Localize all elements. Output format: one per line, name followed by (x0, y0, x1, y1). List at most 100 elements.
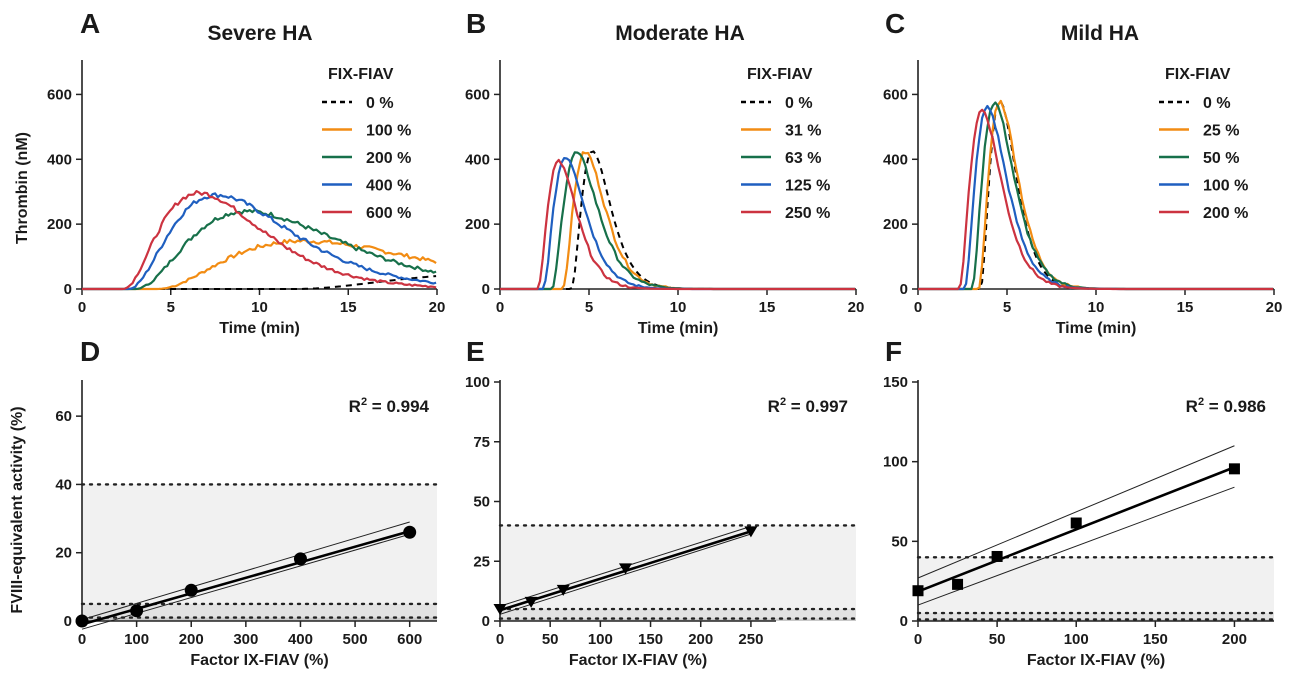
reference-band (500, 525, 856, 610)
panel-title: Severe HA (207, 22, 312, 45)
y-tick-label: 0 (482, 613, 490, 630)
x-tick-label: 200 (688, 631, 713, 648)
legend-label: 200 % (366, 150, 411, 167)
panel-A: A Severe HA 0 200 400 600 0 5 10 15 20 Time (min) FI… (47, 8, 445, 337)
legend-label: 0 % (1203, 95, 1231, 112)
x-tick-label: 5 (1003, 299, 1011, 316)
data-point (75, 614, 89, 628)
x-tick-label: 10 (1088, 299, 1105, 316)
y-tick-label: 50 (473, 494, 490, 511)
x-tick-label: 50 (542, 631, 559, 648)
legend-label: 31 % (785, 123, 821, 140)
y-tick-label: 0 (64, 281, 72, 298)
data-point (618, 563, 632, 575)
panel-letter: D (80, 336, 100, 367)
data-point (556, 584, 570, 596)
y-tick-label: 150 (883, 374, 908, 391)
x-tick-label: 50 (989, 631, 1006, 648)
y-tick-label: 100 (465, 374, 490, 391)
x-tick-label: 20 (848, 299, 865, 316)
data-point (991, 550, 1003, 562)
y-tick-label: 600 (465, 86, 490, 103)
legend-label: 50 % (1203, 150, 1239, 167)
r-squared-annotation: R2 = 0.986 (1186, 396, 1266, 416)
x-tick-label: 200 (1222, 631, 1247, 648)
x-tick-label: 5 (167, 299, 175, 316)
x-tick-label: 100 (588, 631, 613, 648)
panel-letter: F (885, 336, 902, 367)
data-point (403, 525, 417, 539)
panel-letter: C (885, 8, 905, 39)
y-tick-label: 400 (47, 151, 72, 168)
y-tick-label: 0 (900, 281, 908, 298)
reference-band (82, 484, 437, 604)
top-y-axis-label: Thrombin (nM) (14, 132, 31, 244)
x-tick-label: 5 (585, 299, 593, 316)
r-exponent: 2 (361, 396, 367, 408)
legend-label: 100 % (366, 123, 411, 140)
r-value: = 0.986 (1204, 397, 1266, 416)
x-tick-label: 0 (78, 299, 86, 316)
confidence-line (81, 521, 410, 621)
panel-E: E 0 25 50 75 100 0 50 100 150 200 250 Factor IX-FIAV… (465, 336, 858, 669)
x-axis-label: Time (min) (1056, 320, 1137, 337)
x-tick-label: 600 (397, 631, 422, 648)
panel-title: Moderate HA (615, 22, 745, 45)
panel-letter: B (466, 8, 486, 39)
x-tick-label: 150 (638, 631, 663, 648)
panel-C: C Mild HA 0 200 400 600 0 5 10 15 20 Time (min) FIX-… (883, 8, 1282, 337)
x-axis-label: Factor IX-FIAV (%) (569, 652, 707, 669)
reference-band (82, 603, 437, 618)
x-tick-label: 100 (1064, 631, 1089, 648)
x-tick-label: 400 (288, 631, 313, 648)
legend-title: FIX-FIAV (328, 66, 394, 83)
x-tick-label: 20 (1266, 299, 1283, 316)
x-tick-label: 0 (914, 299, 922, 316)
y-tick-label: 600 (47, 86, 72, 103)
r-exponent: 2 (1198, 396, 1204, 408)
data-point (1070, 517, 1082, 529)
r-exponent: 2 (780, 396, 786, 408)
data-point (1228, 463, 1240, 475)
reference-band (918, 557, 1274, 614)
y-tick-label: 40 (55, 476, 72, 493)
r-squared-annotation: R2 = 0.994 (349, 396, 430, 416)
x-axis-label: Time (min) (638, 320, 719, 337)
r-value: = 0.994 (367, 397, 429, 416)
x-tick-label: 100 (124, 631, 149, 648)
y-tick-label: 200 (47, 216, 72, 233)
x-tick-label: 15 (1177, 299, 1194, 316)
r-squared-annotation: R2 = 0.997 (768, 396, 848, 416)
legend-label: 25 % (1203, 123, 1239, 140)
data-point (130, 604, 144, 618)
r-symbol: R (768, 397, 780, 416)
x-axis-label: Factor IX-FIAV (%) (1027, 652, 1165, 669)
reference-band (918, 613, 1274, 620)
confidence-line (917, 445, 1235, 579)
x-tick-label: 10 (251, 299, 268, 316)
y-tick-label: 400 (465, 151, 490, 168)
data-point (293, 552, 307, 566)
x-tick-label: 150 (1143, 631, 1168, 648)
data-point (912, 585, 924, 597)
legend-title: FIX-FIAV (1165, 66, 1231, 83)
y-tick-label: 25 (473, 553, 490, 570)
x-tick-label: 15 (340, 299, 357, 316)
x-axis-label: Time (min) (219, 320, 300, 337)
series-line (918, 108, 1274, 291)
x-tick-label: 300 (233, 631, 258, 648)
x-axis-label: Factor IX-FIAV (%) (190, 652, 328, 669)
data-point (184, 583, 198, 597)
legend-label: 0 % (366, 95, 394, 112)
y-tick-label: 200 (465, 216, 490, 233)
x-tick-label: 0 (496, 299, 504, 316)
reference-band (82, 617, 437, 621)
y-tick-label: 0 (482, 281, 490, 298)
y-tick-label: 20 (55, 545, 72, 562)
bottom-y-axis-label: FVIII-equivalent activity (%) (9, 406, 26, 613)
x-tick-label: 500 (343, 631, 368, 648)
y-tick-label: 100 (883, 454, 908, 471)
